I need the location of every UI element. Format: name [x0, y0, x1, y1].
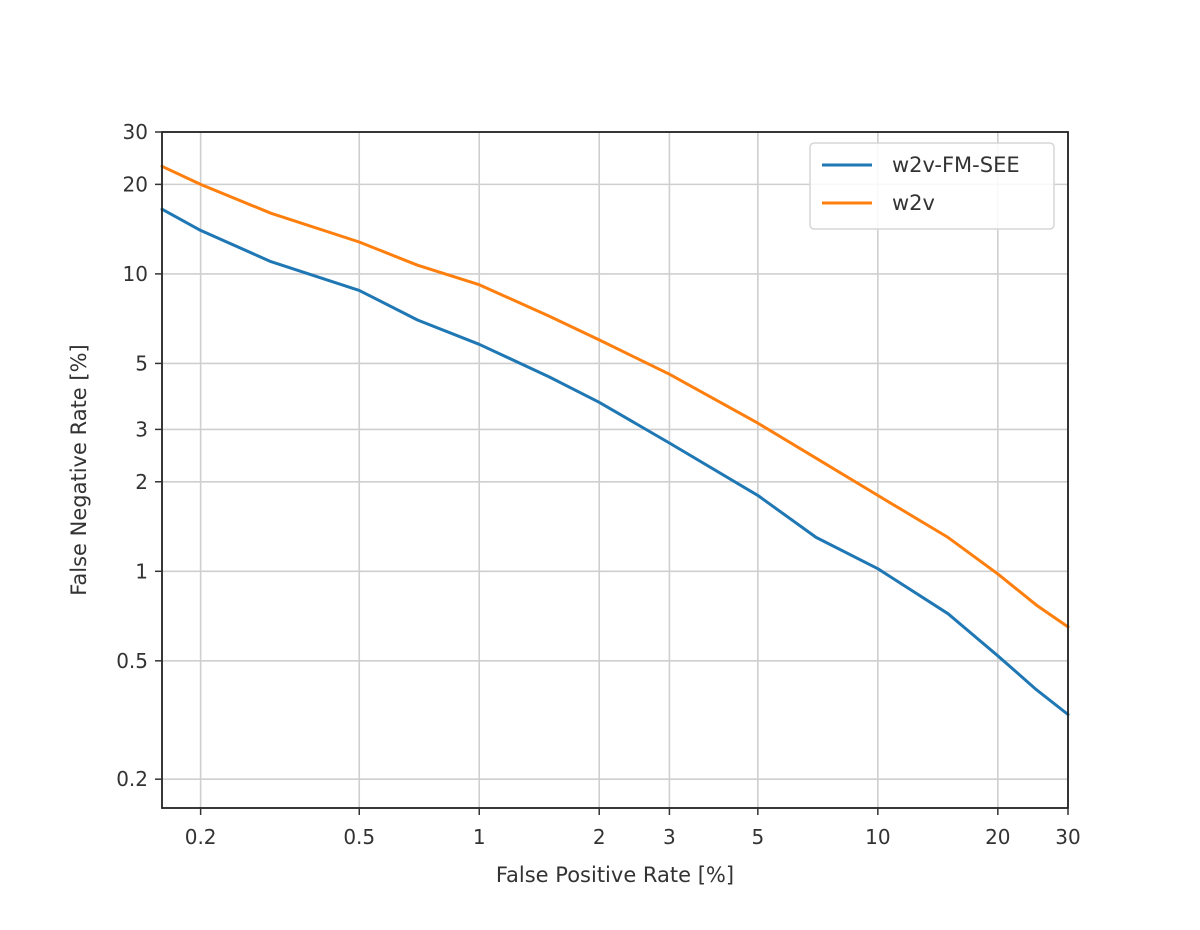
x-tick-label: 0.2: [185, 825, 217, 849]
y-tick-label: 1: [135, 559, 148, 583]
y-tick-label: 30: [123, 120, 148, 144]
legend: w2v-FM-SEE w2v: [809, 142, 1055, 230]
x-tick-label: 10: [865, 825, 890, 849]
y-tick-label: 3: [135, 417, 148, 441]
series-lines: [160, 164, 1070, 716]
series-line-1: [160, 164, 1070, 629]
y-axis-label: False Negative Rate [%]: [67, 344, 91, 595]
grid: [162, 131, 1069, 808]
y-ticks: 0.2 0.5 1 2 3 5 10 20 30: [116, 120, 162, 791]
plot-frame: [161, 131, 1069, 809]
y-tick-label: 0.2: [116, 767, 148, 791]
series-line-0: [160, 207, 1070, 716]
y-tick-label: 5: [135, 351, 148, 375]
x-tick-label: 2: [593, 825, 606, 849]
x-tick-label: 1: [473, 825, 486, 849]
x-ticks: 0.2 0.5 1 2 3 5 10 20 30: [185, 808, 1081, 849]
x-tick-label: 5: [751, 825, 764, 849]
x-axis-label: False Positive Rate [%]: [496, 863, 734, 887]
y-tick-label: 20: [123, 172, 148, 196]
y-tick-label: 2: [135, 470, 148, 494]
x-tick-label: 30: [1055, 825, 1080, 849]
y-tick-label: 0.5: [116, 649, 148, 673]
x-tick-label: 20: [985, 825, 1010, 849]
legend-label: w2v-FM-SEE: [892, 153, 1020, 177]
y-tick-label: 10: [123, 262, 148, 286]
x-tick-label: 3: [663, 825, 676, 849]
x-tick-label: 0.5: [343, 825, 375, 849]
legend-label: w2v: [892, 191, 935, 215]
